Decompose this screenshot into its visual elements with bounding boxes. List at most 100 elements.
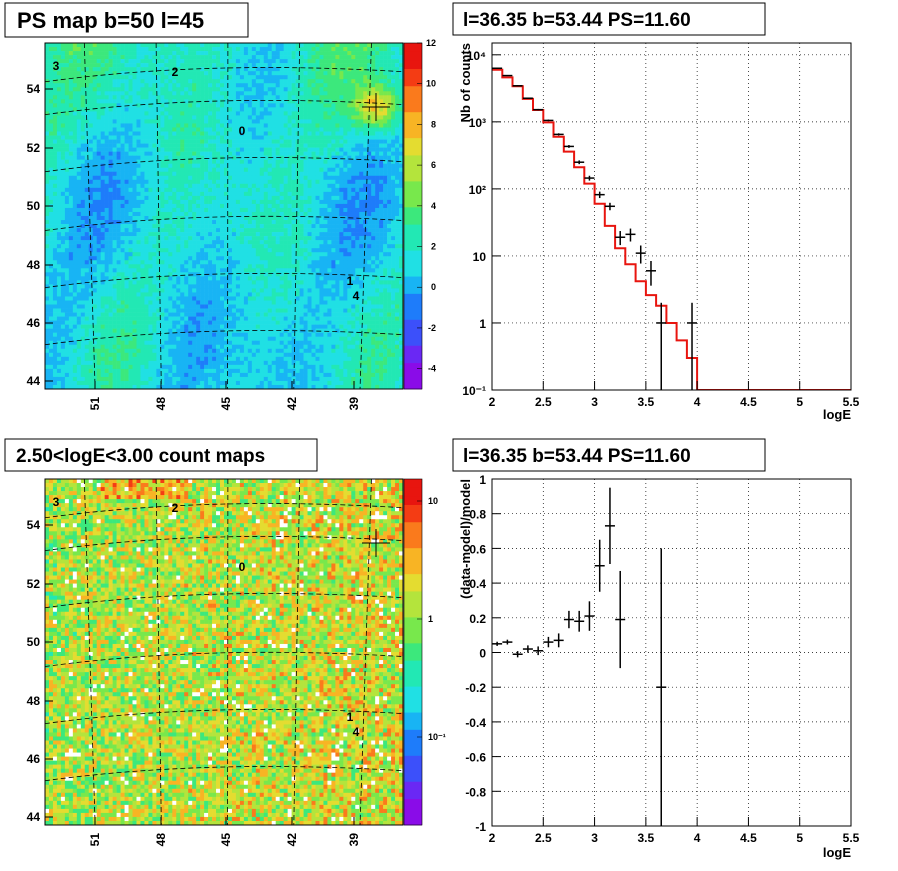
map-cell xyxy=(227,216,233,221)
map-cell xyxy=(45,236,50,241)
map-cell xyxy=(251,211,257,217)
map-cell xyxy=(387,224,392,229)
map-cell xyxy=(45,163,50,169)
map-cell xyxy=(279,256,284,261)
map-cell xyxy=(136,240,141,245)
map-cell xyxy=(116,63,121,68)
map-cell xyxy=(80,191,86,197)
map-cell xyxy=(275,236,280,241)
map-cell xyxy=(88,232,94,237)
map-cell xyxy=(224,107,229,112)
map-cell xyxy=(267,87,273,92)
map-cell xyxy=(100,220,105,225)
map-cell xyxy=(239,248,245,253)
map-cell xyxy=(132,203,137,209)
map-cell xyxy=(287,75,292,80)
map-cell xyxy=(76,167,82,173)
map-cell xyxy=(168,252,173,257)
map-cell xyxy=(108,207,113,213)
map-cell xyxy=(279,87,284,92)
map-cell xyxy=(188,139,193,144)
map-cell xyxy=(116,131,121,136)
map-cell xyxy=(168,163,173,169)
map-cell xyxy=(192,103,197,108)
map-cell xyxy=(140,91,145,96)
map-cell xyxy=(148,171,153,177)
map-cell xyxy=(231,191,237,197)
map-cell xyxy=(216,147,221,152)
map-cell xyxy=(279,135,284,140)
map-cell xyxy=(204,248,209,253)
map-cell xyxy=(275,103,280,108)
map-cell xyxy=(64,99,70,104)
map-cell xyxy=(152,99,157,104)
map-cell xyxy=(100,47,105,52)
map-cell xyxy=(315,103,320,108)
map-cell xyxy=(112,75,117,80)
map-cell xyxy=(315,47,320,52)
map-cell xyxy=(295,216,300,221)
map-cell xyxy=(319,75,324,80)
map-cell xyxy=(299,216,304,221)
map-cell xyxy=(52,264,58,269)
map-cell xyxy=(395,260,400,265)
map-cell xyxy=(343,71,348,76)
map-cell xyxy=(140,151,145,156)
map-cell xyxy=(45,224,50,229)
map-cell xyxy=(56,107,62,112)
map-cell xyxy=(148,47,153,52)
map-cell xyxy=(327,224,332,229)
map-cell xyxy=(395,111,400,116)
map-cell xyxy=(172,91,177,96)
map-cell xyxy=(391,91,396,96)
map-cell xyxy=(267,244,273,249)
map-cell xyxy=(379,252,384,257)
map-cell xyxy=(275,171,280,177)
map-cell xyxy=(104,191,109,197)
map-cell xyxy=(311,47,316,52)
map-cell xyxy=(399,220,403,225)
map-cell xyxy=(164,224,169,229)
map-cell xyxy=(231,67,237,72)
map-cell xyxy=(124,67,129,72)
map-cell xyxy=(303,115,308,120)
map-cell xyxy=(327,71,332,76)
map-cell xyxy=(76,199,82,205)
map-cell xyxy=(56,228,62,233)
map-cell xyxy=(259,248,265,253)
map-cell xyxy=(347,211,352,217)
map-cell xyxy=(172,155,177,160)
map-cell xyxy=(196,199,201,205)
map-cell xyxy=(48,175,54,181)
map-cell xyxy=(227,195,233,201)
map-cell xyxy=(399,236,403,241)
map-cell xyxy=(140,232,145,237)
map-cell xyxy=(148,63,153,68)
map-cell xyxy=(136,248,141,253)
map-cell xyxy=(379,163,384,169)
map-cell xyxy=(275,191,280,197)
map-cell xyxy=(216,155,221,160)
map-cell xyxy=(60,187,66,193)
map-cell xyxy=(247,151,253,156)
map-cell xyxy=(371,216,376,221)
map-cell xyxy=(359,260,364,265)
map-cell xyxy=(251,248,257,253)
map-cell xyxy=(311,71,316,76)
map-cell xyxy=(216,220,221,225)
map-cell xyxy=(363,167,368,173)
map-cell xyxy=(144,240,149,245)
map-cell xyxy=(263,83,269,88)
map-cell xyxy=(247,207,253,213)
map-cell xyxy=(295,87,300,92)
map-cell xyxy=(227,115,233,120)
map-cell xyxy=(383,171,388,177)
map-cell xyxy=(176,264,181,269)
map-cell xyxy=(395,79,400,84)
map-cell xyxy=(112,55,117,60)
map-cell xyxy=(64,179,70,185)
map-cell xyxy=(76,79,82,84)
map-cell xyxy=(96,195,101,201)
map-cell xyxy=(204,232,209,237)
map-cell xyxy=(84,119,90,124)
